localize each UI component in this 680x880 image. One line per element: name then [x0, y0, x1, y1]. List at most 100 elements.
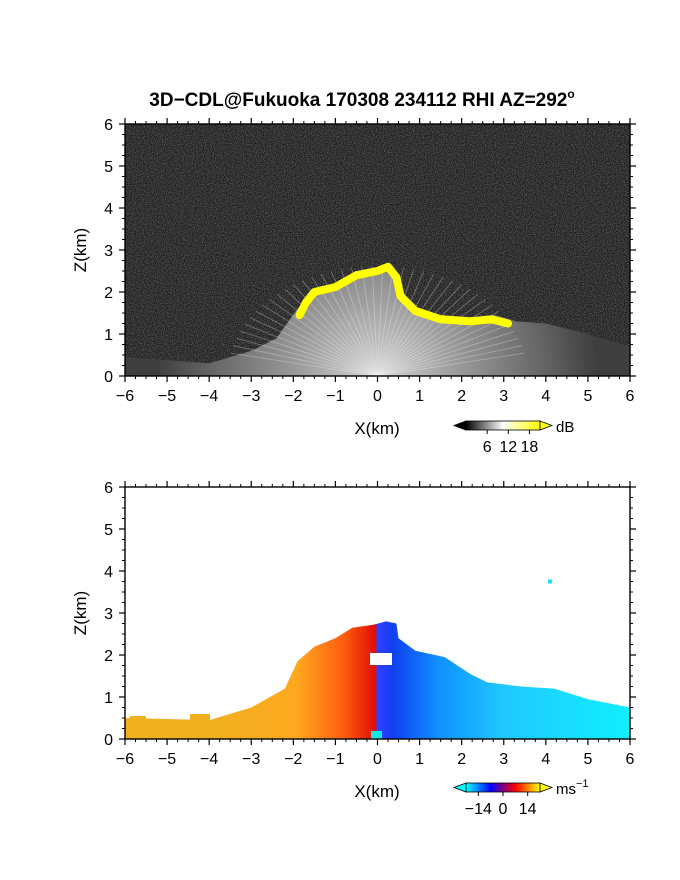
- y-axis-label: Z(km): [71, 228, 90, 272]
- x-tick-label: 1: [415, 751, 424, 768]
- x-tick-label: 6: [626, 751, 635, 768]
- beam-ray: [377, 266, 394, 376]
- y-tick-label: 5: [104, 522, 113, 539]
- beam-ray: [244, 323, 378, 376]
- y-tick-label: 6: [104, 480, 113, 497]
- beam-ray: [377, 323, 511, 376]
- x-axis-label: X(km): [354, 419, 399, 438]
- strong-echo-edge: [295, 262, 512, 328]
- far-echo-mid: [190, 714, 210, 722]
- beam-ray: [240, 330, 378, 376]
- x-tick-label: −2: [284, 388, 302, 405]
- beam-ray: [236, 337, 378, 376]
- isolated-echo: [548, 579, 553, 584]
- y-tick-label: 4: [104, 564, 113, 581]
- x-tick-label: 4: [541, 388, 550, 405]
- y-tick-label: 0: [104, 369, 113, 386]
- colorbar-tick-label: 6: [483, 439, 492, 456]
- beam-ray: [233, 345, 378, 376]
- beam-ray: [262, 304, 378, 376]
- x-tick-label: 5: [583, 388, 592, 405]
- colorbar-body: [465, 420, 541, 431]
- y-tick-label: 6: [104, 117, 113, 134]
- echo-region: [125, 266, 630, 376]
- axis-ticks: −6 −5 −4 −3 −2 −1 0 1 2 3 4 5 6 0 1 2 3 4 5 6: [104, 480, 636, 768]
- x-tick-label: −2: [284, 751, 302, 768]
- beam-ray: [276, 293, 378, 376]
- y-tick-label: 1: [104, 327, 113, 344]
- far-echo-dashes: [130, 714, 210, 722]
- beam-ray: [371, 266, 378, 376]
- y-tick-label: 2: [104, 648, 113, 665]
- x-tick-label: 0: [373, 751, 382, 768]
- y-axis-label: Z(km): [71, 591, 90, 635]
- colorbar-ticks: 6 12 18: [483, 430, 538, 456]
- beam-ray: [377, 269, 415, 376]
- y-tick-label: 3: [104, 243, 113, 260]
- x-tick-label: 3: [499, 388, 508, 405]
- colorbar-high-arrow: [539, 782, 554, 793]
- x-tick-label: 1: [415, 388, 424, 405]
- y-tick-label: 5: [104, 159, 113, 176]
- x-tick-label: 5: [583, 751, 592, 768]
- beam-ray: [230, 352, 378, 376]
- axis-ticks: −6 −5 −4 −3 −2 −1 0 1 2 3 4 5 6 0 1 2 3 4 5 6: [104, 117, 636, 405]
- beam-ray: [269, 299, 378, 376]
- beam-ray: [377, 293, 479, 376]
- y-tick-label: 0: [104, 732, 113, 749]
- colorbar-tick-label: 14: [519, 801, 537, 818]
- colorbar-unit: ms−1: [556, 778, 589, 798]
- colorbar-unit: dB: [556, 419, 574, 436]
- x-tick-label: −6: [116, 388, 134, 405]
- beam-ray: [377, 337, 519, 376]
- beam-ray: [377, 317, 505, 376]
- x-tick-label: −4: [200, 388, 218, 405]
- x-tick-label: −1: [326, 751, 344, 768]
- far-echo-left: [130, 716, 146, 721]
- beam-ray: [377, 284, 462, 376]
- colorbar-low-arrow: [452, 420, 467, 431]
- echo-gap: [370, 653, 392, 665]
- colorbar-tick-label: 12: [499, 439, 517, 456]
- x-tick-label: −5: [158, 388, 176, 405]
- x-tick-label: 2: [457, 751, 466, 768]
- colorbar-body: [465, 782, 541, 793]
- beam-ray: [377, 276, 444, 376]
- colorbar-velocity: −14 0 14 ms−1: [452, 778, 589, 818]
- y-tick-label: 1: [104, 690, 113, 707]
- beam-ray: [340, 269, 378, 376]
- x-tick-label: 6: [626, 388, 635, 405]
- colorbar-tick-label: 0: [499, 801, 508, 818]
- beam-ray: [250, 317, 378, 376]
- y-tick-label: 3: [104, 606, 113, 623]
- beam-ray: [377, 330, 515, 376]
- colorbar-unit-exponent: −1: [576, 778, 589, 790]
- beam-ray: [377, 273, 435, 376]
- beam-ray: [377, 271, 425, 376]
- beam-ray: [377, 352, 525, 376]
- colorbar-backscatter: 6 12 18 dB: [452, 419, 574, 456]
- x-tick-label: 3: [499, 751, 508, 768]
- x-tick-label: 2: [457, 388, 466, 405]
- beam-ray: [377, 266, 384, 376]
- x-tick-label: −3: [242, 388, 260, 405]
- panel-velocity: −6 −5 −4 −3 −2 −1 0 1 2 3 4 5 6 0 1 2 3 4 5 6 X(km) Z(km) −…: [71, 480, 636, 818]
- velocity-region: [125, 621, 630, 739]
- beam-ray: [377, 299, 486, 376]
- x-axis-label: X(km): [354, 782, 399, 801]
- beam-ray: [377, 280, 453, 376]
- x-tick-label: 4: [541, 751, 550, 768]
- degree-superscript: o: [567, 87, 574, 101]
- beam-ray: [377, 345, 522, 376]
- colorbar-ticks: −14 0 14: [465, 792, 537, 818]
- x-tick-label: −3: [242, 751, 260, 768]
- x-tick-label: 0: [373, 388, 382, 405]
- beam-ray: [351, 267, 378, 376]
- colorbar-low-arrow: [452, 782, 467, 793]
- colorbar-high-arrow: [539, 420, 554, 431]
- cyan-patch: [371, 731, 382, 739]
- beam-ray: [361, 266, 378, 376]
- beam-ray: [377, 289, 471, 376]
